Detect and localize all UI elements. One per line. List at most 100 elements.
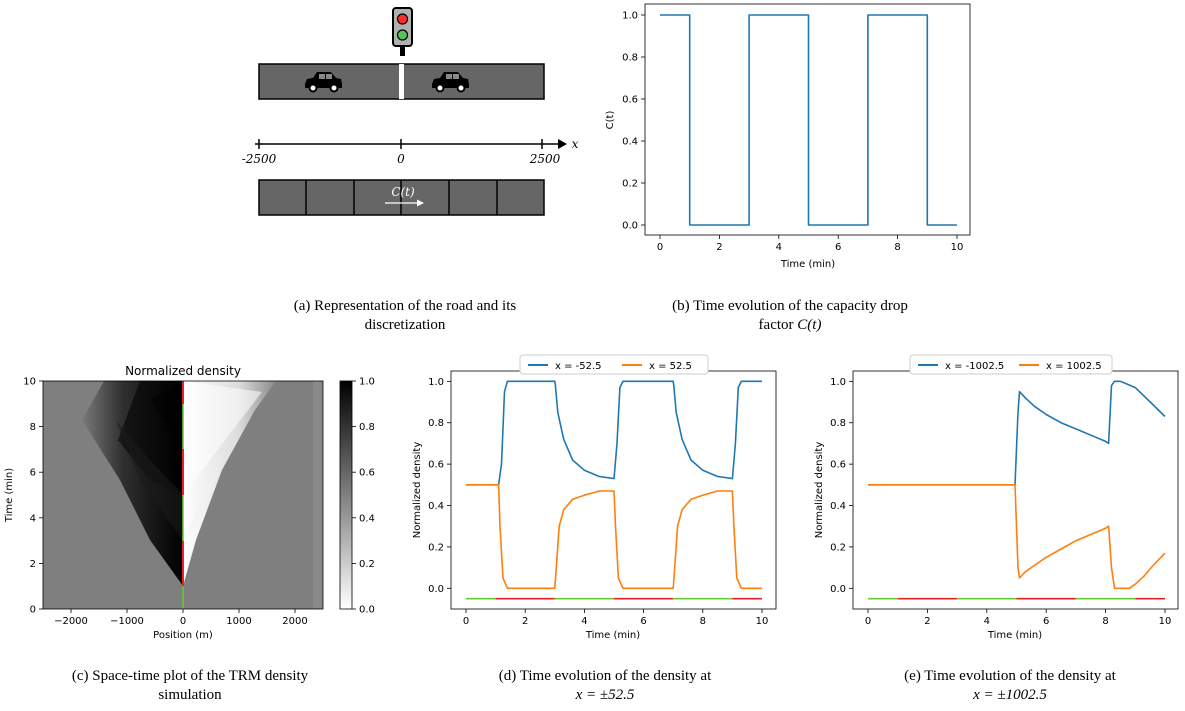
y-tick-label: 0.0 (428, 584, 444, 595)
caption-line: simulation (158, 687, 222, 703)
caption-line: x = ±1002.5 (845, 686, 1175, 705)
caption-d: (d) Time evolution of the density at x =… (440, 667, 770, 705)
x-tick-label: 1000 (226, 616, 251, 627)
x-tick-label: 8 (700, 616, 706, 627)
x-tick-label: 8 (1102, 616, 1108, 627)
caption-math: x = ±52.5 (575, 687, 635, 703)
x-axis-label: Time (min) (987, 630, 1042, 641)
y-tick-label: 6 (30, 468, 36, 479)
caption-line: (c) Space-time plot of the TRM density (71, 668, 309, 684)
chart-d: 0 2 4 6 8 10 0.0 0.2 0.4 0.6 0.8 1.0 Time (min) Nor… (412, 354, 777, 641)
legend: x = -1002.5 x = 1002.5 (909, 354, 1113, 375)
heatmap-image (43, 381, 323, 609)
x-tick-label: 0 (180, 616, 186, 627)
road-diagram: x -2500 0 2500 C(t) (242, 7, 579, 216)
caption-e: (e) Time evolution of the density at x =… (845, 667, 1175, 705)
x-tick-label: 8 (894, 242, 900, 253)
x-axis-label: Time (min) (585, 630, 640, 641)
capacity-label: C(t) (391, 185, 415, 199)
series-line (660, 14, 957, 226)
x-tick-label: 2 (716, 242, 722, 253)
y-tick-label: 2 (30, 559, 36, 570)
x-tick-label: 2 (924, 616, 930, 627)
plot-frame (450, 370, 777, 610)
colorbar-tick-label: 0.0 (359, 605, 375, 616)
x-axis-label: Position (m) (153, 630, 213, 641)
stop-line (399, 64, 404, 99)
chart-title: Normalized density (125, 364, 241, 378)
y-tick-label: 8 (30, 422, 36, 433)
tick-label: -2500 (242, 152, 277, 166)
series-line (868, 380, 1166, 486)
caption-a: (a) Representation of the road and its d… (240, 297, 570, 335)
caption-line: discretization (364, 317, 446, 333)
caption-line: factor C(t) (620, 316, 960, 335)
x-tick-label: −1000 (110, 616, 144, 627)
y-tick-label: 0.2 (428, 542, 444, 553)
y-tick-label: 0.4 (830, 501, 846, 512)
position-axis: x -2500 0 2500 (242, 137, 579, 166)
y-tick-label: 0.6 (622, 95, 638, 106)
x-tick-label: 6 (1043, 616, 1049, 627)
y-tick-label: 1.0 (622, 11, 638, 22)
colorbar-tick-label: 0.8 (359, 422, 375, 433)
chart-b: 0 2 4 6 8 10 0.0 0.2 0.4 0.6 0.8 1.0 Time (min) C(t… (605, 3, 971, 270)
y-tick-label: 0.2 (830, 542, 846, 553)
colorbar-tick-label: 0.4 (359, 513, 375, 524)
x-tick-label: 4 (984, 616, 990, 627)
caption-line: (e) Time evolution of the density at (904, 668, 1116, 684)
caption-c: (c) Space-time plot of the TRM density s… (20, 667, 360, 705)
x-tick-label: 10 (951, 242, 964, 253)
caption-line: (a) Representation of the road and its (293, 298, 517, 314)
x-tick-label: 0 (463, 616, 469, 627)
x-tick-label: 10 (756, 616, 769, 627)
series-line (868, 484, 1166, 590)
x-tick-label: 0 (865, 616, 871, 627)
caption-math: C(t) (797, 317, 822, 333)
caption-math: x = ±1002.5 (973, 687, 1047, 703)
x-tick-label: 6 (835, 242, 841, 253)
y-axis-label: Time (min) (4, 468, 15, 523)
y-tick-label: 0.2 (622, 179, 638, 190)
legend-label: x = -52.5 (555, 361, 602, 372)
x-tick-label: 6 (640, 616, 646, 627)
y-axis-label: C(t) (605, 111, 616, 130)
y-axis-label: Normalized density (814, 442, 825, 539)
y-tick-label: 0.8 (428, 418, 444, 429)
y-tick-label: 0.0 (622, 221, 638, 232)
y-tick-label: 0.8 (830, 418, 846, 429)
x-tick-label: 4 (581, 616, 587, 627)
plot-frame (644, 3, 971, 236)
caption-b: (b) Time evolution of the capacity drop … (620, 297, 960, 335)
legend: x = -52.5 x = 52.5 (519, 354, 709, 375)
car-icon (432, 72, 469, 93)
legend-label: x = 1002.5 (1046, 361, 1102, 372)
y-tick-label: 0.4 (428, 501, 444, 512)
y-axis-label: Normalized density (412, 442, 423, 539)
discretized-road: C(t) (258, 179, 545, 216)
caption-line: x = ±52.5 (440, 686, 770, 705)
x-axis-label: Time (min) (780, 259, 835, 270)
chart-c: Normalized density −2000 −1000 0 1000 2000 0 2… (4, 364, 375, 641)
tick-label: 0 (397, 152, 405, 166)
legend-label: x = -1002.5 (945, 361, 1004, 372)
car-icon (305, 72, 342, 93)
y-tick-label: 0.8 (622, 53, 638, 64)
chart-e: 0 2 4 6 8 10 0.0 0.2 0.4 0.6 0.8 1.0 Time (min) Nor… (814, 354, 1179, 641)
tick-label: 2500 (529, 152, 561, 166)
y-tick-label: 1.0 (428, 377, 444, 388)
y-tick-label: 1.0 (830, 377, 846, 388)
axis-variable: x (572, 137, 579, 151)
x-tick-label: 10 (1159, 616, 1172, 627)
caption-line: (b) Time evolution of the capacity drop (672, 298, 908, 314)
colorbar-tick-label: 1.0 (359, 377, 375, 388)
y-tick-label: 0.6 (830, 460, 846, 471)
x-tick-label: −2000 (54, 616, 88, 627)
series-line (466, 484, 762, 590)
y-tick-label: 0.4 (622, 137, 638, 148)
legend-label: x = 52.5 (649, 361, 692, 372)
y-tick-label: 0 (30, 605, 36, 616)
x-tick-label: 4 (776, 242, 782, 253)
caption-text: factor (758, 317, 798, 333)
